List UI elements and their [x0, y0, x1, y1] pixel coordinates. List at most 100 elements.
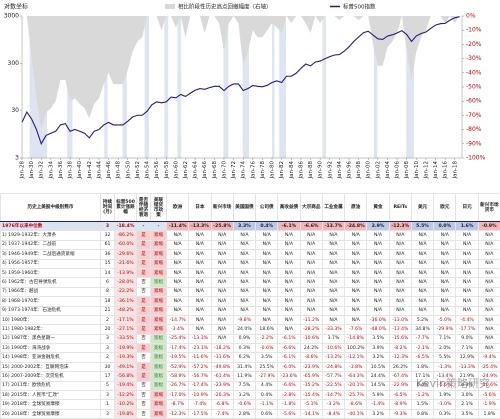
shaded-period — [323, 16, 326, 158]
table-cell: N/A — [322, 306, 344, 315]
table-cell: N/A — [278, 259, 300, 268]
table-cell: -22.5% — [322, 381, 344, 390]
table-cell: -19.8% — [115, 409, 137, 418]
table-cell: 是 — [137, 344, 151, 353]
table-cell: 18 — [101, 297, 115, 306]
table-cell: N/A — [256, 278, 278, 287]
table-cell: 5.5% — [434, 353, 456, 362]
table-cell: N/A — [278, 297, 300, 306]
table-cell: N/A — [478, 297, 500, 306]
table-cell: -6.6% — [300, 222, 322, 231]
table-cell: - — [151, 222, 167, 231]
table-cell: 4.4% — [256, 381, 278, 390]
column-header: 美元 — [411, 194, 433, 222]
table-cell: 3 — [101, 334, 115, 343]
table-cell: -2.8% — [278, 391, 300, 400]
table-cell: N/A — [189, 297, 211, 306]
table-cell: 7.1% — [456, 344, 478, 353]
table-cell: N/A — [189, 231, 211, 240]
table-cell: N/A — [411, 250, 433, 259]
table-cell: N/A — [367, 250, 389, 259]
table-cell: N/A — [300, 231, 322, 240]
table-cell: 否 — [137, 287, 151, 296]
y2-tick-label: 0% — [466, 13, 476, 20]
table-cell: N/A — [434, 250, 456, 259]
table-cell: 24.4% — [367, 372, 389, 381]
x-tick-label: Jan-16 — [443, 161, 449, 180]
table-cell: -6.0% — [278, 362, 300, 371]
table-cell: N/A — [189, 287, 211, 296]
table-cell: -26.7% — [167, 381, 189, 390]
table-cell: N/A — [233, 278, 255, 287]
x-tick-label: Jan-30 — [29, 161, 35, 180]
table-cell: -19.4% — [115, 381, 137, 390]
table-cell: -3.8% — [345, 362, 367, 371]
table-cell: N/A — [211, 259, 233, 268]
table-cell: -23.9% — [211, 381, 233, 390]
table-cell: N/A — [233, 268, 255, 277]
table-cell: 6 — [101, 278, 115, 287]
table-cell: 17) 2011年：欧债危机 — [1, 381, 101, 390]
table-cell: N/A — [389, 240, 411, 249]
table-cell: -15.4% — [300, 391, 322, 400]
table-cell: N/A — [456, 306, 478, 315]
table-cell: N/A — [278, 240, 300, 249]
table-cell: N/A — [189, 306, 211, 315]
table-cell: -23.6% — [278, 372, 300, 381]
table-cell: -6.1% — [278, 222, 300, 231]
table-cell: -2.2% — [256, 334, 278, 343]
table-cell: 是 — [137, 315, 151, 324]
table-cell: 15 — [101, 259, 115, 268]
table-cell: 16) 2007-2009年：次贷危机 — [1, 372, 101, 381]
table-cell: N/A — [167, 287, 189, 296]
table-cell: -5.1% — [300, 400, 322, 409]
table-cell: N/A — [211, 287, 233, 296]
table-cell: -7.6% — [345, 325, 367, 334]
table-cell: -5.0% — [434, 315, 456, 324]
table-cell: 紧缩 — [151, 287, 167, 296]
table-cell: 0.4% — [256, 391, 278, 400]
table-cell: N/A — [322, 250, 344, 259]
table-cell: 30 — [101, 362, 115, 371]
table-cell: -12.3% — [167, 409, 189, 418]
table-cell: 是 — [137, 372, 151, 381]
table-cell: -17.0% — [167, 391, 189, 400]
table-cell: -56.8% — [115, 372, 137, 381]
axis-title: 对数坐标 — [4, 3, 28, 11]
table-cell: -6.6% — [278, 381, 300, 390]
table-cell: -27.1% — [115, 325, 137, 334]
table-cell: -49.8% — [211, 362, 233, 371]
table-cell: 7) 1966年：越战 — [1, 287, 101, 296]
table-cell: 3.9% — [367, 222, 389, 231]
table-cell: -1.4% — [367, 400, 389, 409]
table-cell: N/A — [300, 297, 322, 306]
table-cell: N/A — [167, 278, 189, 287]
table-cell: 否 — [137, 353, 151, 362]
table-cell: -15.2% — [300, 381, 322, 390]
x-tick-label: Jan-72 — [231, 161, 237, 179]
table-cell: 2.8% — [233, 409, 255, 418]
table-cell: N/A — [345, 315, 367, 324]
table-cell: 3.5% — [456, 409, 478, 418]
table-cell: N/A — [456, 250, 478, 259]
table-cell: N/A — [211, 240, 233, 249]
column-header: 美国国债 — [233, 194, 255, 222]
table-cell: -4.4% — [456, 315, 478, 324]
table-cell: -9.8% — [233, 315, 255, 324]
x-tick-label: Jan-70 — [221, 161, 227, 180]
table-cell: 3 — [101, 222, 115, 231]
table-cell: N/A — [345, 250, 367, 259]
table-cell: N/A — [211, 250, 233, 259]
column-header: REITs — [389, 194, 411, 222]
x-tick-label: Jan-18 — [452, 161, 458, 180]
x-tick-label: Jan-52 — [135, 161, 141, 179]
table-cell: N/A — [411, 231, 433, 240]
table-cell: 宽松 — [151, 381, 167, 390]
table-cell: 17 — [101, 372, 115, 381]
table-cell: -31.6% — [211, 353, 233, 362]
